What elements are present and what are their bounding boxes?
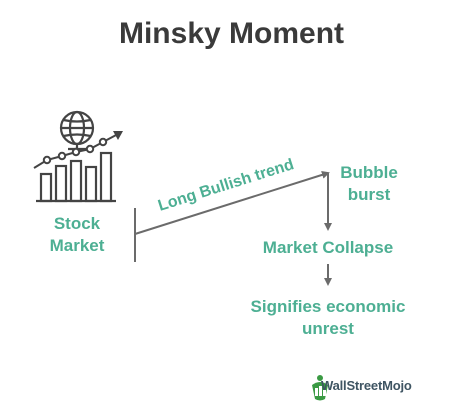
bubble-burst-label-line1: Bubble <box>340 163 398 182</box>
market-collapse-label: Market Collapse <box>262 238 394 257</box>
economic-unrest-label-line1: Signifies economic <box>250 297 406 316</box>
brand-name: WallStreetMojo <box>321 378 412 393</box>
bar-chart-icon <box>36 151 116 203</box>
stock-market-label-line2: Market <box>49 236 105 255</box>
stock-market-icon <box>33 110 123 203</box>
bullish-trend-arrow <box>134 170 330 235</box>
bubble-burst-label: Bubble burst <box>333 162 405 206</box>
trend-arrow-icon <box>33 131 123 169</box>
economic-unrest-label: Signifies economic unrest <box>238 296 418 340</box>
stock-market-label-line1: Stock <box>53 214 101 233</box>
bubble-burst-label-line2: burst <box>347 185 391 204</box>
stock-market-label: Stock Market <box>40 213 114 257</box>
page-title: Minsky Moment <box>118 17 345 50</box>
economic-unrest-label-line2: unrest <box>302 319 354 338</box>
globe-icon <box>59 110 95 151</box>
wallstreetmojo-logo-icon <box>312 375 328 401</box>
brand-watermark: WallStreetMojo <box>318 378 412 393</box>
